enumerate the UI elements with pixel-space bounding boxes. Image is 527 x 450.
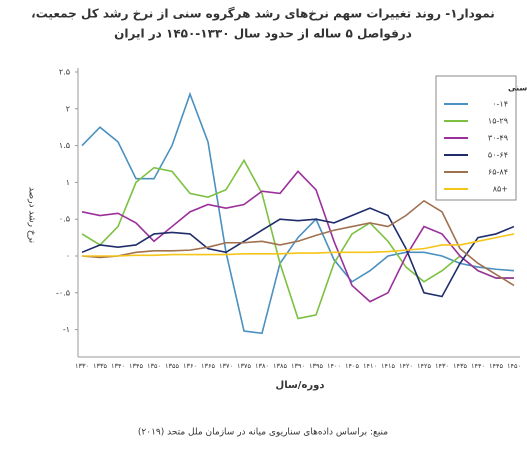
y-tick-label: ۰.۵ [59,215,70,224]
x-tick-label: ۱۳۷۵ [237,362,251,370]
x-tick-label: ۱۴۰۵ [345,362,359,370]
series-line [81,199,515,287]
x-tick-label: ۱۳۴۵ [129,362,143,370]
series-line [81,91,515,335]
x-tick-label: ۱۳۷۰ [219,362,233,370]
x-tick-label: ۱۴۱۵ [381,362,395,370]
chart-title: نمودار۱- روند تغییرات سهم نرخ‌های رشد هر… [31,7,495,22]
x-tick-label: ۱۳۳۵ [93,362,107,370]
series-line [81,170,514,303]
series-line [81,207,515,298]
legend-label: ۸۵+ [493,185,508,194]
x-tick-label: ۱۴۱۰ [363,362,377,370]
x-tick-label: ۱۳۹۵ [309,362,323,370]
x-tick-label: ۱۴۲۰ [399,362,413,370]
source-note: منبع: براساس داده‌های سناریوی میانه در س… [138,428,388,438]
y-tick-label: ۲.۵ [59,68,70,77]
x-tick-label: ۱۴۴۰ [471,362,485,370]
x-tick-label: ۱۴۴۵ [489,362,503,370]
chart-subtitle: درفواصل ۵ ساله از حدود سال ۱۳۳۰-۱۴۵۰ در … [114,27,412,42]
x-tick-label: ۱۳۳۰ [75,362,89,370]
y-tick-label: -۱ [63,325,70,334]
x-tick-label: ۱۴۳۵ [453,362,467,370]
legend-label: ۱۵-۲۹ [488,117,508,126]
x-tick-label: ۱۴۲۵ [417,362,431,370]
y-tick-label: ۱.۵ [59,141,70,150]
x-tick-label: ۱۳۵۵ [165,362,179,370]
legend-label: ۵۰-۶۴ [488,151,508,160]
legend-label: ۶۵-۸۴ [488,168,508,177]
y-axis-label: نرخ رشد درصد [27,187,37,243]
legend-label: ۳۰-۴۹ [488,134,508,143]
x-tick-label: ۱۳۸۵ [273,362,287,370]
x-tick-label: ۱۳۶۵ [201,362,215,370]
x-tick-label: ۱۳۸۰ [255,362,269,370]
y-tick-label: ۲ [66,104,70,113]
legend-title: گروه های سنی [508,83,527,93]
x-tick-label: ۱۳۴۰ [111,362,125,370]
x-tick-label: ۱۴۰۰ [327,362,341,370]
x-tick-label: ۱۳۵۰ [147,362,161,370]
legend-label: ۰-۱۴ [492,100,508,109]
x-tick-label: ۱۴۵۰ [507,362,521,370]
x-tick-label: ۱۳۹۰ [291,362,305,370]
series-line [81,158,514,320]
x-axis-label: دوره/سال [276,380,325,391]
y-tick-label: ۰ [66,252,70,261]
x-tick-label: ۱۴۳۰ [435,362,449,370]
y-tick-label: ۱ [66,178,70,187]
series-line [82,233,515,257]
x-tick-label: ۱۳۶۰ [183,362,197,370]
y-tick-label: -۰.۵ [56,288,70,297]
